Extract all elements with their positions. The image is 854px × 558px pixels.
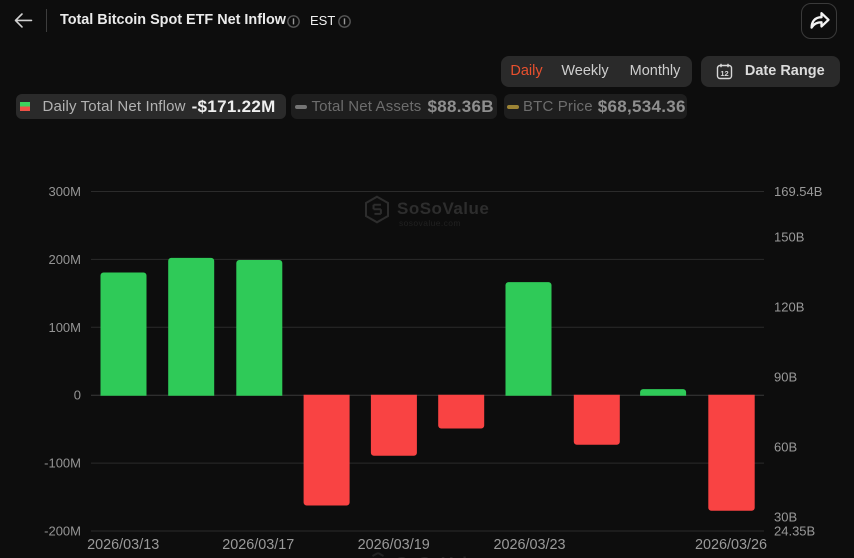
svg-text:30B: 30B [774,510,797,525]
svg-text:24.35B: 24.35B [774,524,815,539]
svg-text:120B: 120B [774,299,804,314]
svg-text:2026/03/19: 2026/03/19 [358,537,430,553]
svg-text:-100M: -100M [44,456,81,471]
svg-text:0: 0 [74,388,81,403]
svg-text:90B: 90B [774,370,797,385]
svg-text:200M: 200M [48,252,81,267]
svg-text:2026/03/23: 2026/03/23 [493,537,565,553]
svg-text:300M: 300M [48,184,81,199]
svg-text:SoSoValue: SoSoValue [396,554,488,558]
svg-text:2026/03/13: 2026/03/13 [87,537,159,553]
svg-text:150B: 150B [774,229,804,244]
svg-text:100M: 100M [48,320,81,335]
svg-text:-200M: -200M [44,524,81,539]
svg-text:169.54B: 169.54B [774,184,822,199]
svg-text:2026/03/17: 2026/03/17 [222,537,294,553]
svg-text:SoSoValue: SoSoValue [397,199,489,218]
svg-text:60B: 60B [774,440,797,455]
svg-text:12: 12 [720,69,728,78]
svg-text:sosovalue.com: sosovalue.com [399,218,461,228]
svg-text:2026/03/26: 2026/03/26 [695,537,767,553]
